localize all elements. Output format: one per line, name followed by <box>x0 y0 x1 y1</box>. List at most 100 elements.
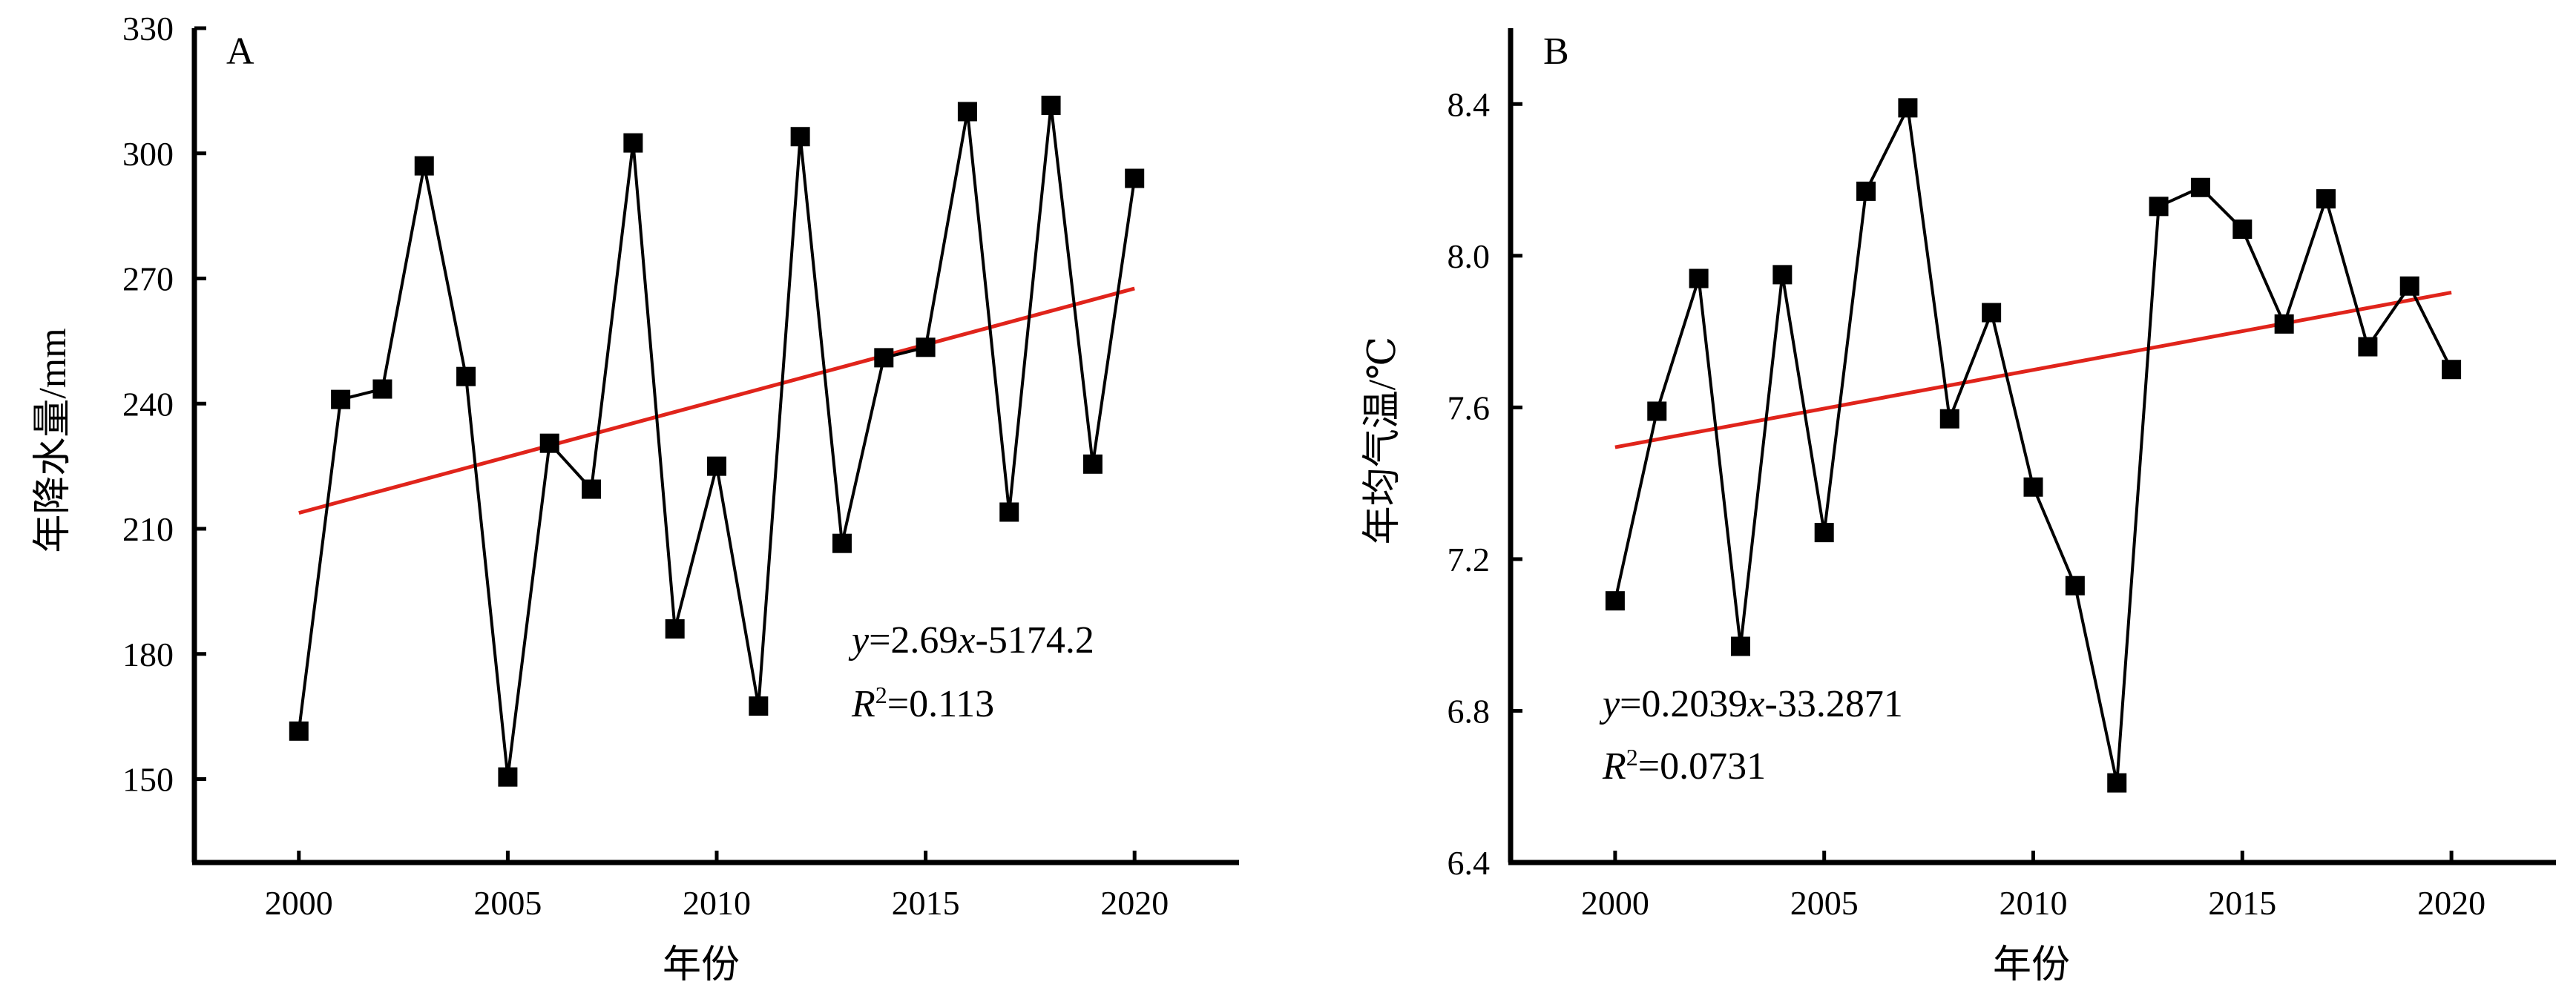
data-point <box>1772 265 1793 285</box>
y-tick-label: 150 <box>122 761 174 799</box>
y-tick-label: 7.2 <box>1448 541 1491 578</box>
eq-x-var: x <box>1747 683 1764 725</box>
regression-equation: y=2.69x-5174.2 <box>848 619 1094 662</box>
data-point <box>1939 409 1959 429</box>
y-tick-label: 7.6 <box>1448 389 1491 426</box>
data-point <box>2442 360 2462 380</box>
ticks: 2000 2005 2010 2015 2020 150 180 210 240 270 300 33… <box>122 10 1169 922</box>
data-point <box>2232 220 2253 240</box>
data-point <box>414 156 434 176</box>
data-point <box>456 366 476 386</box>
data-point <box>1125 168 1145 188</box>
data-point <box>1814 523 1834 543</box>
panel-label: A <box>226 30 254 73</box>
eq-x-var: x <box>957 619 975 662</box>
data-point <box>289 721 309 741</box>
precipitation-panel: A 年份 年降水量/mm 2000 2005 2010 2015 20201501802… <box>32 10 1239 986</box>
y-tick-label: 300 <box>122 135 174 173</box>
x-tick-label: 2020 <box>1100 884 1169 922</box>
data-point <box>1982 303 2002 323</box>
x-axis-title: 年份 <box>663 944 740 986</box>
r-var: R <box>851 683 875 725</box>
x-tick-label: 2000 <box>1581 884 1649 922</box>
data-point <box>2107 773 2127 793</box>
y-tick-label: 240 <box>122 385 174 423</box>
eq-coef: =0.2039 <box>1620 683 1747 725</box>
markers <box>289 96 1145 787</box>
y-tick-label: 6.4 <box>1448 844 1491 882</box>
x-tick-label: 2020 <box>2417 884 2485 922</box>
x-tick-label: 2000 <box>265 884 333 922</box>
data-point <box>916 337 936 357</box>
data-point <box>874 348 894 368</box>
data-point <box>749 696 769 716</box>
x-tick-label: 2005 <box>1790 884 1859 922</box>
y-tick-label: 6.8 <box>1448 692 1491 730</box>
x-tick-label: 2010 <box>683 884 751 922</box>
x-tick-label: 2005 <box>473 884 542 922</box>
data-point <box>498 767 518 787</box>
series-line <box>1613 102 2453 784</box>
data-point <box>539 433 559 453</box>
data-point <box>665 619 685 639</box>
data-point <box>1082 454 1103 474</box>
ticks: 2000 2005 2010 2015 2020 6.4 6.8 7.2 7.6 8.0 8.4 <box>1448 85 2486 922</box>
regression-equation: y=0.2039x-33.2871 <box>1599 683 1903 725</box>
eq-coef: =2.69 <box>869 619 958 662</box>
data-point <box>2065 575 2085 596</box>
data-point <box>2358 337 2378 357</box>
data-point <box>1605 591 1625 611</box>
data-point <box>790 127 810 147</box>
data-point <box>2023 477 2043 497</box>
x-tick-label: 2010 <box>2000 884 2068 922</box>
r-sup: 2 <box>1626 744 1638 771</box>
data-point <box>1730 636 1750 656</box>
data-point <box>2316 189 2336 209</box>
data-point <box>331 389 351 409</box>
data-point <box>2149 197 2169 217</box>
eq-y-var: y <box>848 619 870 662</box>
markers <box>1605 98 2462 793</box>
data-point <box>1647 401 1667 421</box>
data-point <box>999 502 1019 522</box>
y-tick-label: 210 <box>122 510 174 548</box>
trend-line <box>298 286 1135 515</box>
y-axis-title: 年均气温/℃ <box>1361 337 1404 545</box>
x-tick-label: 2015 <box>2208 884 2276 922</box>
r-squared: R2=0.113 <box>851 682 994 725</box>
data-point <box>2274 314 2294 334</box>
data-point <box>1856 181 1876 201</box>
data-point <box>1041 96 1061 116</box>
data-point <box>372 379 392 399</box>
r-value: =0.0731 <box>1638 745 1766 788</box>
data-point <box>2399 276 2419 296</box>
eq-y-var: y <box>1599 683 1620 725</box>
eq-intercept: -33.2871 <box>1765 683 1903 725</box>
data-point <box>2190 177 2210 197</box>
y-tick-label: 8.4 <box>1448 85 1491 123</box>
data-point <box>1689 268 1709 288</box>
panel-label: B <box>1543 30 1569 73</box>
data-point <box>832 533 852 553</box>
data-point <box>957 102 977 122</box>
data-point <box>582 479 602 499</box>
y-tick-label: 270 <box>122 260 174 298</box>
x-tick-label: 2015 <box>892 884 960 922</box>
y-tick-label: 180 <box>122 636 174 673</box>
r-var: R <box>1602 745 1626 788</box>
eq-intercept: -5174.2 <box>976 619 1094 662</box>
data-point <box>707 456 726 476</box>
series-line <box>297 105 1137 777</box>
r-squared: R2=0.0731 <box>1602 744 1766 788</box>
y-tick-label: 330 <box>122 10 174 47</box>
trend-line <box>1614 290 2452 449</box>
r-sup: 2 <box>875 682 887 708</box>
y-tick-label: 8.0 <box>1448 237 1491 275</box>
y-axis-title: 年降水量/mm <box>32 328 74 553</box>
x-axis-title: 年份 <box>1993 944 2070 986</box>
r-value: =0.113 <box>887 683 994 725</box>
temperature-panel: B 年份 年均气温/℃ 2000 2005 2010 2015 2020 6.4 6.8 7.… <box>1361 28 2556 986</box>
data-point <box>1898 98 1918 118</box>
data-point <box>623 133 643 153</box>
